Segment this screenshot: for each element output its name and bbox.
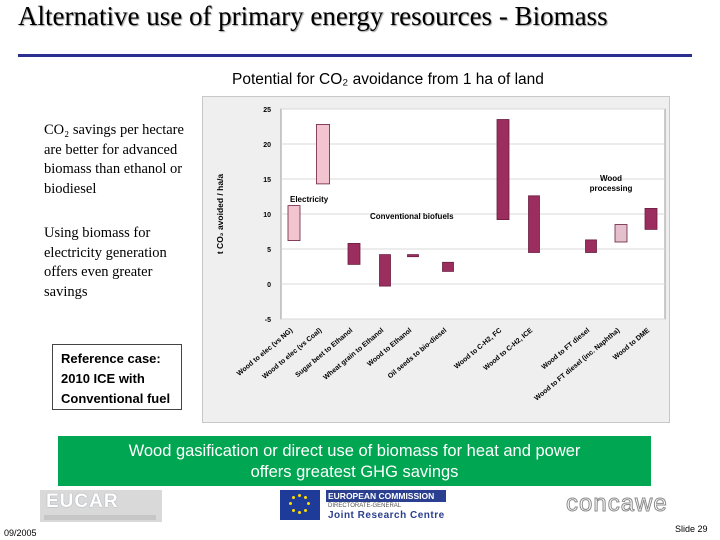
- bar-5: [407, 254, 419, 258]
- ec-directorate: DIRECTORATE-GENERAL: [328, 503, 402, 509]
- bar-6: [442, 261, 454, 272]
- conclusion-line-2: offers greatest GHG savings: [250, 463, 459, 481]
- eu-flag-icon: [280, 490, 320, 520]
- slide-title: Alternative use of primary energy resour…: [18, 1, 608, 31]
- conclusion-line-1: Wood gasification or direct use of bioma…: [128, 442, 581, 460]
- bullet-text-ethanol-comparison: CO₂ savings per hectare are better for a…: [44, 122, 184, 197]
- y-tick-label: 15: [263, 177, 271, 184]
- co2-avoidance-chart: -5 0 5 10 15 20 25 t CO₂ avoided / ha/a Electric…: [215, 107, 666, 402]
- y-tick-label: -5: [265, 317, 271, 324]
- annotation-electricity: Electricity: [290, 195, 329, 204]
- x-category-label-9: Wood to FT diesel: [541, 327, 592, 371]
- ec-name-band: [326, 490, 446, 502]
- title-underline: [18, 54, 692, 57]
- ec-name: EUROPEAN COMMISSION: [328, 491, 435, 501]
- ec-jrc-name: Joint Research Centre: [328, 510, 445, 521]
- y-tick-label: 5: [267, 247, 271, 254]
- reference-line-1: Reference case:: [61, 351, 161, 366]
- y-tick-label: 0: [267, 282, 271, 289]
- x-category-label-1: Wood to elec (vs NG): [236, 327, 294, 378]
- reference-line-3: Conventional fuel: [61, 391, 171, 406]
- reference-line-2: 2010 ICE with: [61, 371, 145, 386]
- annotation-wood-processing: Wood processing: [590, 174, 633, 193]
- bar-2: [316, 123, 330, 185]
- european-commission-logo: EUROPEAN COMMISSION DIRECTORATE-GENERAL …: [280, 490, 448, 522]
- bar-8: [528, 195, 540, 253]
- annotation-conventional-biofuels: Conventional biofuels: [370, 212, 454, 221]
- eucar-logo-subline: [44, 515, 156, 520]
- slide-number: Slide 29: [675, 524, 708, 534]
- bullet-text-electricity-savings: Using biomass for electricity generation…: [44, 225, 167, 300]
- x-category-label-2: Wood to elec (vs Coal): [261, 327, 323, 381]
- y-tick-label: 10: [263, 212, 271, 219]
- y-axis-label: t CO₂ avoided / ha/a: [215, 174, 225, 255]
- concawe-logo: concawe: [566, 490, 668, 518]
- bar-3: [347, 242, 361, 265]
- x-category-label-3: Sugar beet to Ethanol: [294, 327, 354, 379]
- bar-10: [614, 224, 628, 243]
- bar-11: [644, 208, 658, 230]
- chart-caption: Potential for CO₂ avoidance from 1 ha of…: [232, 71, 544, 88]
- eucar-logo-word: EUCAR: [46, 491, 119, 512]
- y-tick-label: 25: [263, 107, 271, 114]
- reference-case-box: Reference case: 2010 ICE with Convention…: [52, 344, 182, 410]
- bar-9: [585, 239, 597, 253]
- bar-7: [496, 119, 510, 220]
- y-tick-label: 20: [263, 142, 271, 149]
- bar-1: [287, 205, 301, 241]
- slide-date: 09/2005: [4, 528, 37, 538]
- x-category-label-6: Oil seeds to bio-diesel: [387, 327, 448, 380]
- bar-4: [379, 254, 391, 287]
- chart-panel: -5 0 5 10 15 20 25 t CO₂ avoided / ha/a Electric…: [202, 96, 670, 423]
- conclusion-banner: Wood gasification or direct use of bioma…: [58, 436, 651, 486]
- eucar-logo: EUCAR: [40, 490, 162, 522]
